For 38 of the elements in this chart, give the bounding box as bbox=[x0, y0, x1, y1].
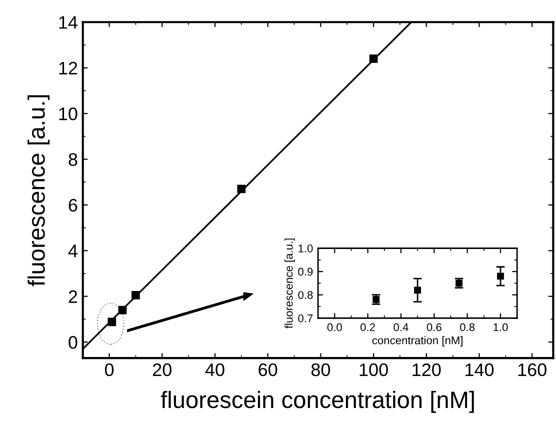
y-tick-label: 12 bbox=[59, 62, 78, 74]
x-tick-label: 160 bbox=[518, 363, 546, 376]
point bbox=[497, 272, 504, 280]
point bbox=[118, 306, 127, 314]
x-tick-label: 20 bbox=[152, 363, 172, 376]
y-axis-title: fluorescence [a.u.] bbox=[284, 238, 295, 328]
x-tick-label: 0.8 bbox=[460, 323, 475, 332]
x-tick-label: 80 bbox=[311, 363, 330, 376]
x-tick-label: 120 bbox=[412, 363, 441, 376]
y-tick-label: 0 bbox=[68, 336, 78, 349]
x-tick-label: 0.0 bbox=[327, 323, 342, 332]
x-tick-label: 0 bbox=[104, 363, 114, 376]
y-tick-label: 10 bbox=[59, 107, 78, 120]
y-tick-label: 0.7 bbox=[298, 314, 313, 322]
y-axis-title: fluorescence [a.u.] bbox=[28, 95, 50, 286]
y-tick-label: 1.0 bbox=[298, 244, 313, 252]
x-tick-label: 140 bbox=[466, 363, 494, 376]
x-axis-title: concentration [nM] bbox=[372, 336, 462, 346]
y-tick-label: 6 bbox=[68, 198, 78, 212]
y-tick-label: 0.9 bbox=[298, 268, 313, 276]
point bbox=[132, 291, 140, 300]
x-tick-label: 0.6 bbox=[426, 323, 442, 332]
x-tick-label: 40 bbox=[205, 363, 224, 376]
point bbox=[414, 286, 422, 294]
y-tick-label: 14 bbox=[59, 16, 78, 29]
x-tick-label: 0.4 bbox=[394, 323, 408, 332]
y-tick-label: 4 bbox=[68, 244, 78, 258]
point bbox=[369, 54, 378, 63]
x-tick-label: 0.2 bbox=[360, 323, 375, 332]
x-tick-label: 60 bbox=[258, 363, 278, 376]
x-axis-title: fluorescein concentration [nM] bbox=[160, 390, 474, 413]
y-tick-label: 8 bbox=[68, 153, 78, 166]
y-tick-label: 2 bbox=[68, 290, 78, 303]
point bbox=[237, 184, 246, 194]
point bbox=[108, 318, 116, 326]
x-tick-label: 1.0 bbox=[494, 323, 508, 332]
y-tick-label: 0.8 bbox=[298, 291, 313, 299]
x-tick-label: 100 bbox=[360, 363, 388, 376]
